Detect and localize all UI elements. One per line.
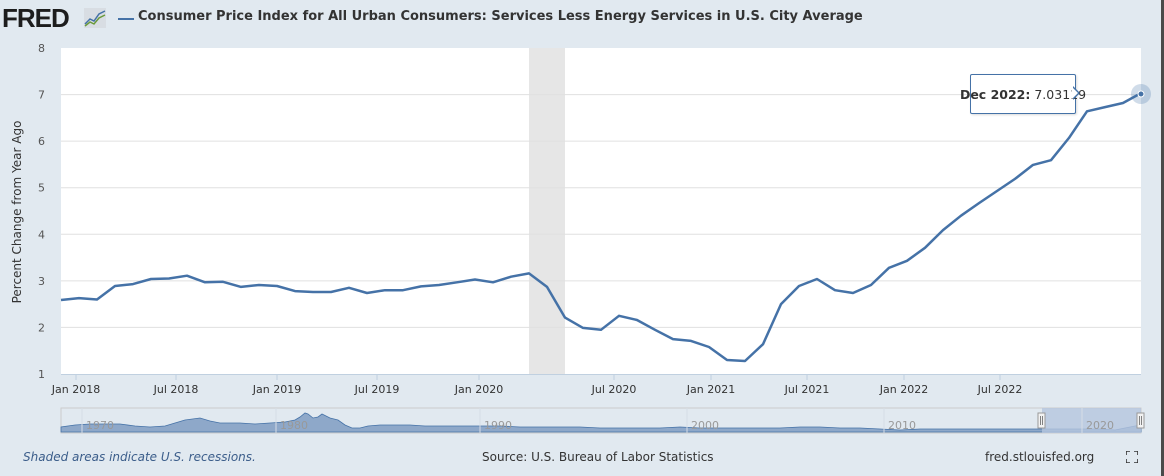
navigator-handle-right[interactable] xyxy=(1136,412,1145,429)
x-tick-label: Jul 2019 xyxy=(354,383,400,396)
recession-shade xyxy=(529,48,565,374)
navigator[interactable]: 1970 1980 1990 2000 2010 2020 xyxy=(60,407,1145,434)
fullscreen-icon[interactable] xyxy=(1126,451,1138,463)
x-tick-label: Jan 2021 xyxy=(686,383,735,396)
data-tooltip: Dec 2022: 7.03119 xyxy=(960,74,1086,114)
chart-title: Consumer Price Index for All Urban Consu… xyxy=(138,9,863,24)
navigator-selected-range[interactable] xyxy=(1042,408,1141,433)
recession-note: Shaded areas indicate U.S. recessions. xyxy=(23,450,256,464)
fred-logo[interactable]: FRED xyxy=(2,3,70,33)
hover-marker xyxy=(1137,90,1145,98)
y-tick-label: 4 xyxy=(38,228,45,241)
navigator-label: 2010 xyxy=(888,419,916,432)
y-axis-label: Percent Change from Year Ago xyxy=(10,121,24,304)
y-tick-label: 3 xyxy=(38,275,45,288)
x-tick-label: Jan 2020 xyxy=(454,383,503,396)
navigator-handle-left[interactable] xyxy=(1037,412,1046,429)
source-text: Source: U.S. Bureau of Labor Statistics xyxy=(482,450,714,464)
x-tick-label: Jan 2018 xyxy=(51,383,100,396)
y-tick-label: 1 xyxy=(38,368,45,381)
x-tick-label: Jul 2022 xyxy=(977,383,1023,396)
navigator-label: 1980 xyxy=(280,419,308,432)
y-tick-label: 6 xyxy=(38,135,45,148)
navigator-label: 2020 xyxy=(1086,419,1114,432)
fred-url-link[interactable]: fred.stlouisfed.org xyxy=(985,450,1095,464)
legend-series-line xyxy=(118,18,134,20)
navigator-label: 1970 xyxy=(86,419,114,432)
chart-logo-icon xyxy=(84,8,106,28)
x-tick-label: Jul 2018 xyxy=(153,383,199,396)
tooltip-date: Dec 2022: xyxy=(959,86,1031,102)
x-tick-label: Jul 2021 xyxy=(784,383,830,396)
chart-header: FRED Consumer Price Index for All Urban … xyxy=(0,0,1164,38)
y-tick-label: 5 xyxy=(38,182,45,195)
series-line[interactable] xyxy=(60,92,1142,363)
x-tick-label: Jan 2022 xyxy=(879,383,928,396)
plot-background xyxy=(61,48,1141,374)
navigator-label: 2000 xyxy=(691,419,719,432)
y-tick-label: 7 xyxy=(38,89,45,102)
x-tick-label: Jan 2019 xyxy=(252,383,301,396)
y-tick-label: 2 xyxy=(38,321,45,334)
frame-border xyxy=(1161,0,1164,476)
navigator-label: 1990 xyxy=(484,419,512,432)
x-tick-label: Jul 2020 xyxy=(591,383,637,396)
y-tick-label: 8 xyxy=(38,42,45,55)
